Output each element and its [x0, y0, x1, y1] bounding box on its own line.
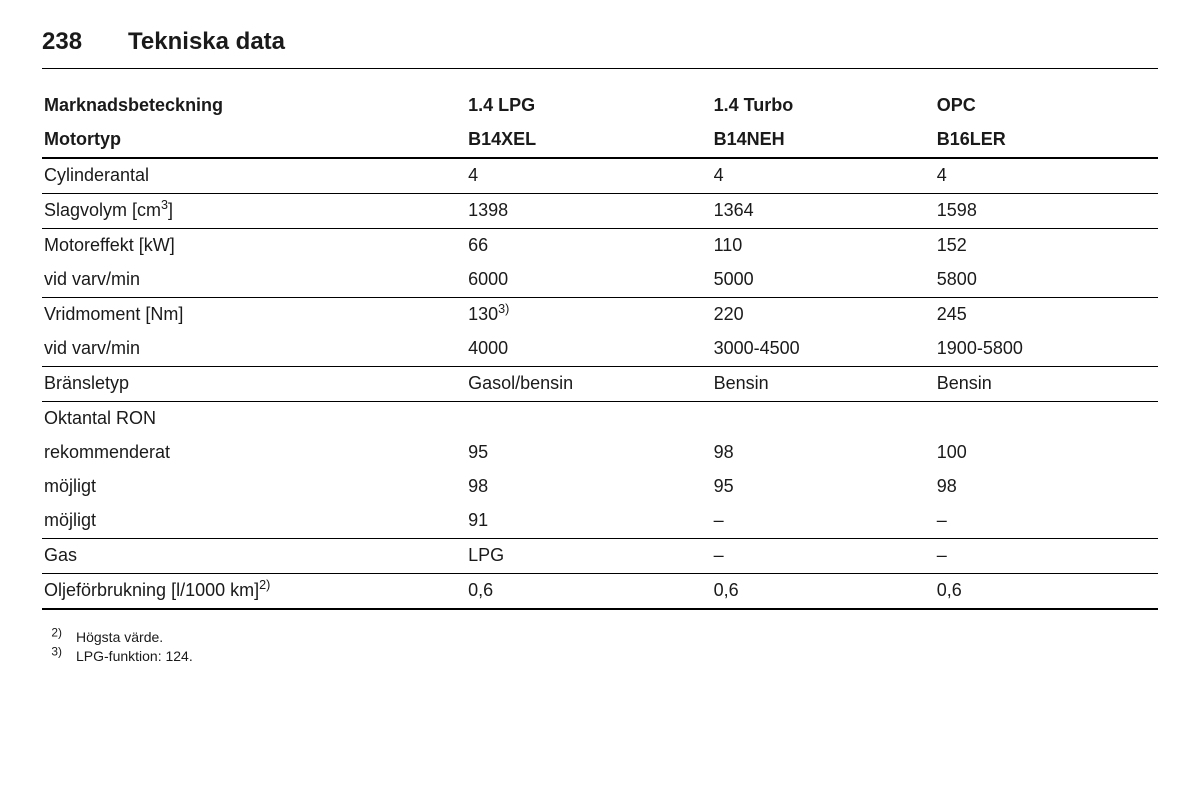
spec-value: 91	[466, 504, 712, 539]
footnotes: 2)Högsta värde.3) LPG-funktion: 124.	[42, 628, 1158, 666]
spec-value: 1303)	[466, 298, 712, 333]
table-row: Slagvolym [cm3]139813641598	[42, 194, 1158, 229]
header-col-3: OPC	[935, 89, 1158, 123]
header-col-1: 1.4 LPG	[466, 89, 712, 123]
spec-value	[712, 402, 935, 437]
spec-value	[466, 402, 712, 437]
table-row: BränsletypGasol/bensinBensinBensin	[42, 367, 1158, 402]
page-header: 238 Tekniska data	[42, 28, 1158, 56]
footnote-text: Högsta värde.	[76, 628, 163, 647]
spec-value: Bensin	[935, 367, 1158, 402]
table-row: Vridmoment [Nm]1303)220245	[42, 298, 1158, 333]
spec-label: vid varv/min	[42, 332, 466, 367]
table-row: möjligt989598	[42, 470, 1158, 504]
header-col-1: B14XEL	[466, 123, 712, 158]
spec-label: Bränsletyp	[42, 367, 466, 402]
table-row: vid varv/min600050005800	[42, 263, 1158, 298]
spec-value: 0,6	[466, 574, 712, 610]
spec-value: 5800	[935, 263, 1158, 298]
spec-label: Oktantal RON	[42, 402, 466, 437]
table-row: rekommenderat9598100	[42, 436, 1158, 470]
spec-value: 0,6	[935, 574, 1158, 610]
page-number: 238	[42, 28, 82, 56]
spec-value: 0,6	[712, 574, 935, 610]
spec-value: –	[712, 504, 935, 539]
footnote-line: 3) LPG-funktion: 124.	[42, 647, 1158, 666]
spec-value: 95	[712, 470, 935, 504]
spec-value: 1598	[935, 194, 1158, 229]
footnote-line: 2)Högsta värde.	[42, 628, 1158, 647]
spec-label: Motoreffekt [kW]	[42, 229, 466, 264]
spec-value: Gasol/bensin	[466, 367, 712, 402]
spec-value: –	[712, 539, 935, 574]
spec-label: Gas	[42, 539, 466, 574]
spec-value: 66	[466, 229, 712, 264]
spec-value: Bensin	[712, 367, 935, 402]
spec-value: 98	[935, 470, 1158, 504]
footnote-text: LPG-funktion: 124.	[76, 647, 193, 666]
table-row: Oljeförbrukning [l/1000 km]2)0,60,60,6	[42, 574, 1158, 610]
spec-value: 4	[935, 158, 1158, 194]
table-header-row-2: Motortyp B14XEL B14NEH B16LER	[42, 123, 1158, 158]
spec-value: 4	[466, 158, 712, 194]
header-label: Motortyp	[42, 123, 466, 158]
table-row: möjligt91––	[42, 504, 1158, 539]
spec-value: 4	[712, 158, 935, 194]
table-row: Motoreffekt [kW]66110152	[42, 229, 1158, 264]
spec-value: 1398	[466, 194, 712, 229]
spec-label: Oljeförbrukning [l/1000 km]2)	[42, 574, 466, 610]
spec-value: 3000-4500	[712, 332, 935, 367]
header-rule	[42, 68, 1158, 69]
spec-value: 110	[712, 229, 935, 264]
spec-value: 152	[935, 229, 1158, 264]
spec-label: rekommenderat	[42, 436, 466, 470]
spec-value: 245	[935, 298, 1158, 333]
table-row: Oktantal RON	[42, 402, 1158, 437]
header-col-2: 1.4 Turbo	[712, 89, 935, 123]
spec-value: –	[935, 504, 1158, 539]
spec-label: Cylinderantal	[42, 158, 466, 194]
spec-label: Slagvolym [cm3]	[42, 194, 466, 229]
spec-label: möjligt	[42, 470, 466, 504]
spec-value: 100	[935, 436, 1158, 470]
footnote-key: 3)	[42, 647, 62, 666]
spec-value: 5000	[712, 263, 935, 298]
spec-value: 220	[712, 298, 935, 333]
spec-value: 6000	[466, 263, 712, 298]
table-row: GasLPG––	[42, 539, 1158, 574]
header-col-2: B14NEH	[712, 123, 935, 158]
spec-value: –	[935, 539, 1158, 574]
section-title: Tekniska data	[128, 28, 285, 56]
spec-label: möjligt	[42, 504, 466, 539]
spec-value: 1900-5800	[935, 332, 1158, 367]
spec-value: 98	[466, 470, 712, 504]
spec-label: vid varv/min	[42, 263, 466, 298]
table-row: vid varv/min40003000-45001900-5800	[42, 332, 1158, 367]
spec-value: 95	[466, 436, 712, 470]
header-col-3: B16LER	[935, 123, 1158, 158]
spec-value: 98	[712, 436, 935, 470]
spec-label: Vridmoment [Nm]	[42, 298, 466, 333]
specs-table: Marknadsbeteckning 1.4 LPG 1.4 Turbo OPC…	[42, 89, 1158, 610]
table-row: Cylinderantal444	[42, 158, 1158, 194]
spec-value: 1364	[712, 194, 935, 229]
header-label: Marknadsbeteckning	[42, 89, 466, 123]
spec-value	[935, 402, 1158, 437]
spec-value: LPG	[466, 539, 712, 574]
table-header-row-1: Marknadsbeteckning 1.4 LPG 1.4 Turbo OPC	[42, 89, 1158, 123]
spec-value: 4000	[466, 332, 712, 367]
